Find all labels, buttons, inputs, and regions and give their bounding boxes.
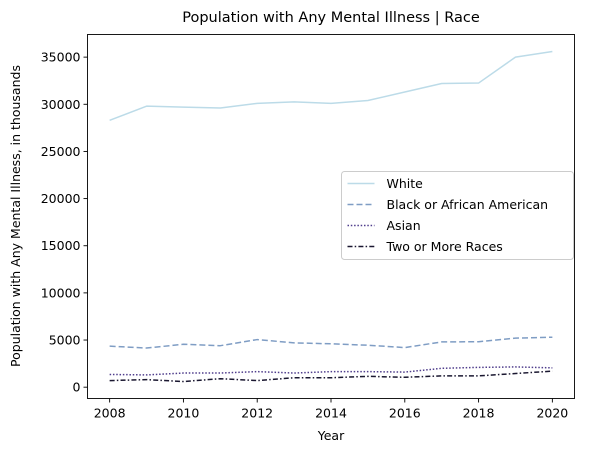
x-tick-label: 2012 — [241, 406, 273, 421]
legend: White Black or African American Asian Two o… — [341, 171, 574, 260]
legend-label: Two or More Races — [386, 239, 503, 254]
series-line-white — [109, 50, 553, 122]
y-tick-label: 0 — [73, 380, 81, 395]
x-axis: 2008 2010 2012 2014 2016 2018 2020 — [94, 398, 568, 421]
series-line-black-or-african-american — [109, 336, 553, 349]
y-tick-label: 10000 — [41, 285, 81, 300]
legend-label: Asian — [387, 218, 421, 233]
y-axis: 0 5000 10000 15000 20000 25000 30000 35000 — [41, 50, 88, 395]
y-axis-label: Population with Any Mental Illness, in t… — [8, 65, 23, 367]
y-tick-label: 5000 — [49, 333, 81, 348]
x-axis-label: Year — [317, 428, 345, 443]
x-tick-label: 2018 — [463, 406, 495, 421]
y-tick-label: 25000 — [41, 144, 81, 159]
legend-label: Black or African American — [387, 197, 549, 212]
x-tick-label: 2014 — [315, 406, 347, 421]
y-tick-label: 30000 — [41, 97, 81, 112]
y-tick-label: 15000 — [41, 238, 81, 253]
x-tick-label: 2016 — [389, 406, 421, 421]
legend-box — [341, 171, 574, 260]
legend-label: White — [387, 176, 424, 191]
chart-title: Population with Any Mental Illness | Rac… — [182, 10, 480, 26]
x-tick-label: 2008 — [94, 406, 126, 421]
plot-area — [109, 50, 553, 383]
y-tick-label: 20000 — [41, 191, 81, 206]
series-line-asian — [109, 366, 553, 376]
series-line-two-or-more-races — [109, 370, 553, 383]
x-tick-label: 2020 — [536, 406, 568, 421]
x-tick-label: 2010 — [168, 406, 200, 421]
y-tick-label: 35000 — [41, 50, 81, 65]
